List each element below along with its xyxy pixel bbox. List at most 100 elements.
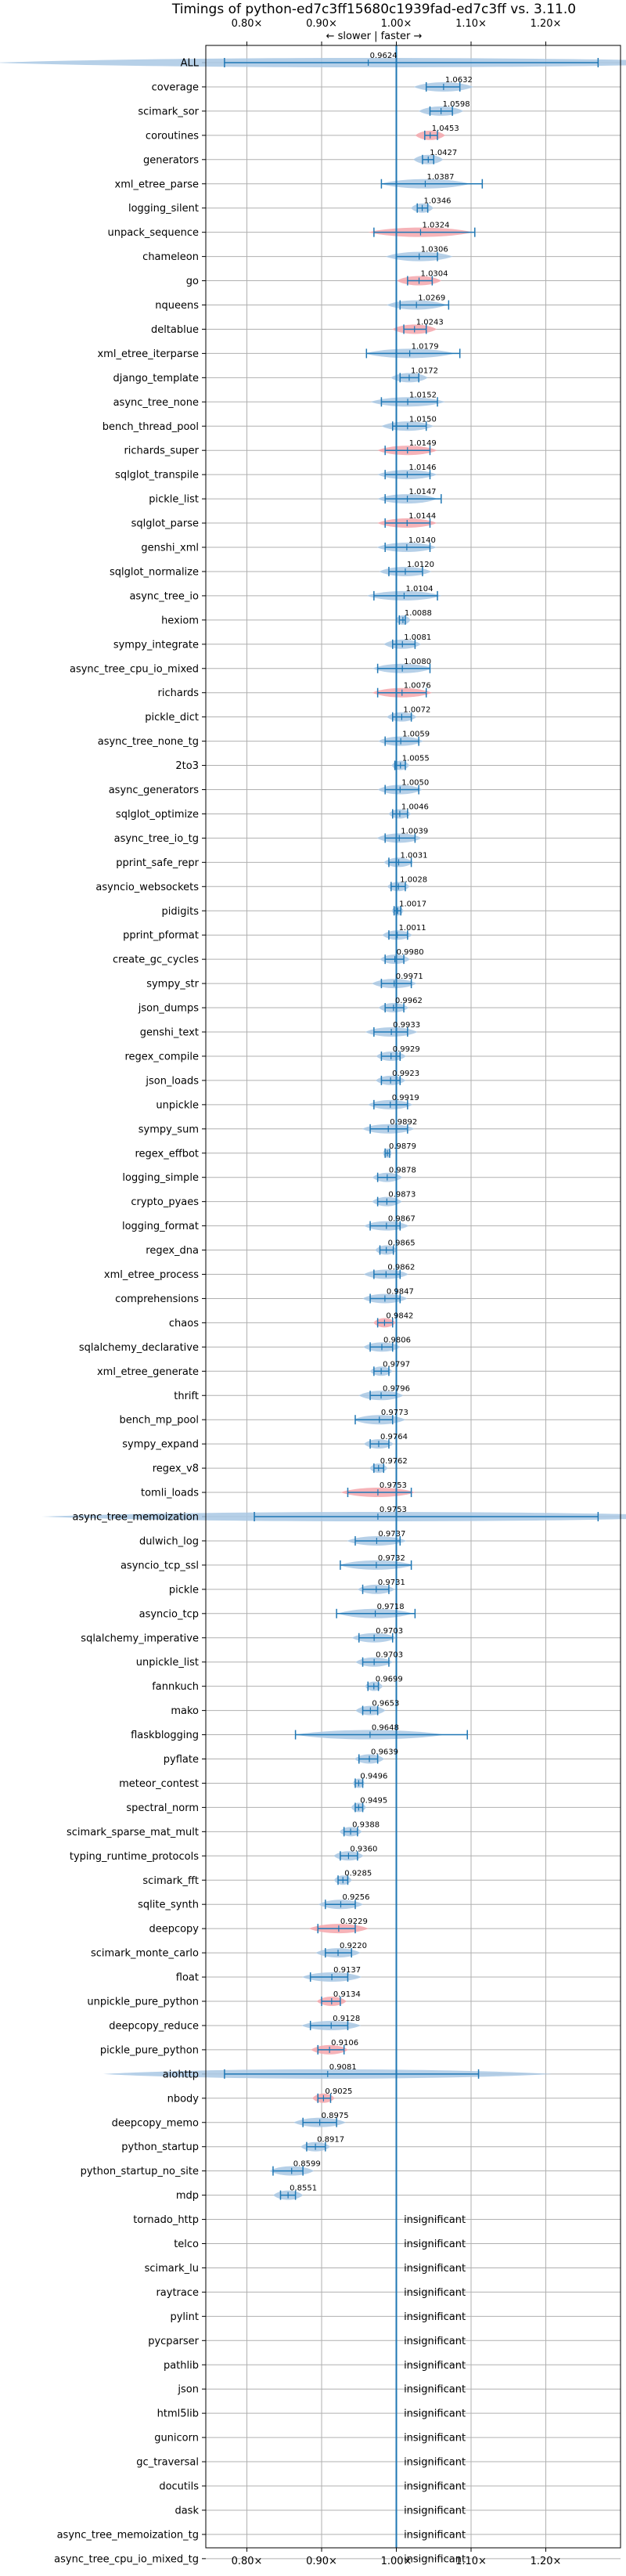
value-label: 0.8599 <box>293 2160 321 2169</box>
benchmark-label: richards <box>158 687 200 699</box>
value-label: 1.0081 <box>404 633 431 642</box>
benchmark-label: sympy_integrate <box>113 639 199 651</box>
value-label: 0.9653 <box>372 1700 399 1708</box>
benchmark-label: deepcopy_memo <box>112 2117 199 2129</box>
insignificant-label: insignificant <box>404 2336 466 2347</box>
x-tick-label-bottom: 1.00× <box>381 2556 412 2567</box>
value-label: 0.9919 <box>392 1094 419 1102</box>
benchmark-label: sqlglot_transpile <box>115 470 199 482</box>
benchmark-label: xml_etree_process <box>104 1269 199 1281</box>
insignificant-label: insignificant <box>404 2433 466 2444</box>
benchmark-label: async_generators <box>109 785 200 796</box>
benchmark-label: async_tree_cpu_io_mixed <box>70 663 199 675</box>
marks-layer <box>224 45 599 2548</box>
benchmark-label: html5lib <box>157 2408 199 2420</box>
benchmark-label: dulwich_log <box>139 1535 199 1547</box>
plot-frame <box>205 45 621 2549</box>
benchmark-label: richards_super <box>124 446 199 457</box>
benchmark-label: regex_v8 <box>153 1463 199 1475</box>
benchmark-label: pyflate <box>164 1754 199 1766</box>
benchmark-label: sqlalchemy_declarative <box>79 1342 199 1354</box>
benchmark-label: tomli_loads <box>141 1488 199 1499</box>
value-label: 0.9718 <box>377 1603 405 1611</box>
benchmark-label: xml_etree_iterparse <box>97 348 199 360</box>
value-label: 1.0120 <box>407 561 434 569</box>
benchmark-label: sqlglot_normalize <box>110 566 199 578</box>
insignificant-label: insignificant <box>404 2287 466 2299</box>
benchmark-label: async_tree_memoization_tg <box>57 2529 199 2541</box>
value-label: 0.9081 <box>329 2063 357 2072</box>
benchmark-label: async_tree_io_tg <box>114 833 199 845</box>
value-label: 0.8917 <box>317 2136 344 2145</box>
benchmark-label: nbody <box>167 2093 200 2105</box>
benchmark-label: regex_compile <box>124 1051 199 1063</box>
value-label: 1.0324 <box>422 222 449 230</box>
value-label: 0.9699 <box>376 1676 403 1684</box>
benchmark-label: pidigits <box>162 906 200 918</box>
benchmark-label: generators <box>143 154 199 166</box>
benchmark-label: async_tree_none_tg <box>98 736 199 748</box>
value-label: 1.0080 <box>404 658 431 666</box>
value-label: 1.0269 <box>418 294 445 303</box>
benchmark-label: mako <box>171 1705 199 1717</box>
value-label: 0.9732 <box>378 1554 405 1563</box>
value-label: 0.9842 <box>386 1311 413 1320</box>
insignificant-label: insignificant <box>404 2384 466 2396</box>
value-label: 0.8975 <box>322 2112 349 2120</box>
insignificant-label: insignificant <box>404 2214 466 2226</box>
value-label: 1.0306 <box>421 246 448 254</box>
benchmark-label: sympy_str <box>146 979 199 990</box>
value-label: 0.9929 <box>393 1045 420 1054</box>
value-label: 0.9879 <box>389 1142 416 1151</box>
benchmark-label: pprint_safe_repr <box>116 857 199 869</box>
value-label: 1.0088 <box>405 609 432 618</box>
benchmark-label: scimark_lu <box>145 2263 199 2275</box>
benchmark-label: regex_effbot <box>135 1148 199 1160</box>
value-label: 0.9865 <box>388 1239 416 1248</box>
benchmark-label: logging_silent <box>128 203 199 215</box>
benchmark-label: scimark_sor <box>138 106 199 117</box>
benchmark-label: mdp <box>176 2190 199 2202</box>
benchmark-label: xml_etree_generate <box>97 1366 199 1378</box>
value-label: 0.9962 <box>395 997 423 1005</box>
benchmark-label: meteor_contest <box>119 1778 199 1790</box>
benchmark-label: unpickle <box>156 1099 199 1111</box>
value-label: 1.0055 <box>402 755 430 763</box>
benchmark-label: coverage <box>152 81 199 93</box>
x-tick-label-top: 1.00× <box>381 18 412 30</box>
value-label: 0.9137 <box>333 1966 361 1975</box>
value-label: 0.9753 <box>380 1506 407 1514</box>
value-label: 1.0632 <box>445 76 473 85</box>
benchmark-label: async_tree_cpu_io_mixed_tg <box>54 2553 199 2565</box>
value-label: 0.9624 <box>370 52 398 60</box>
value-label: 0.9256 <box>342 1893 369 1902</box>
value-label: 1.0031 <box>400 851 427 860</box>
benchmark-label: pprint_pformat <box>123 930 199 942</box>
insignificant-label: insignificant <box>404 2457 466 2469</box>
benchmark-label: json_dumps <box>138 1003 199 1015</box>
insignificant-label: insignificant <box>404 2263 466 2275</box>
insignificant-label: insignificant <box>404 2481 466 2493</box>
benchmark-label: bench_mp_pool <box>119 1415 199 1427</box>
value-label: 1.0304 <box>421 270 448 279</box>
benchmark-label: dask <box>174 2505 199 2516</box>
benchmark-label: fannkuch <box>152 1681 199 1693</box>
benchmark-label: sqlglot_parse <box>131 518 199 530</box>
value-label: 1.0017 <box>399 900 426 908</box>
value-label: 1.0179 <box>412 342 439 351</box>
insignificant-label: insignificant <box>404 2311 466 2323</box>
insignificant-label: insignificant <box>404 2505 466 2516</box>
benchmark-label: pickle_dict <box>145 712 199 723</box>
benchmark-label: flaskblogging <box>131 1730 199 1741</box>
benchmark-label: hexiom <box>161 615 199 626</box>
benchmark-label: genshi_text <box>140 1027 199 1039</box>
benchmark-label: pycparser <box>148 2336 199 2347</box>
value-label: 1.0076 <box>404 682 431 691</box>
value-label: 0.9867 <box>388 1215 416 1224</box>
value-label: 0.9737 <box>378 1530 405 1539</box>
value-label: 0.9388 <box>352 1820 380 1829</box>
value-label: 0.9878 <box>389 1167 416 1175</box>
benchmark-label: pickle <box>169 1584 199 1596</box>
benchmark-label: unpack_sequence <box>107 227 199 239</box>
value-label: 0.9753 <box>380 1481 407 1490</box>
